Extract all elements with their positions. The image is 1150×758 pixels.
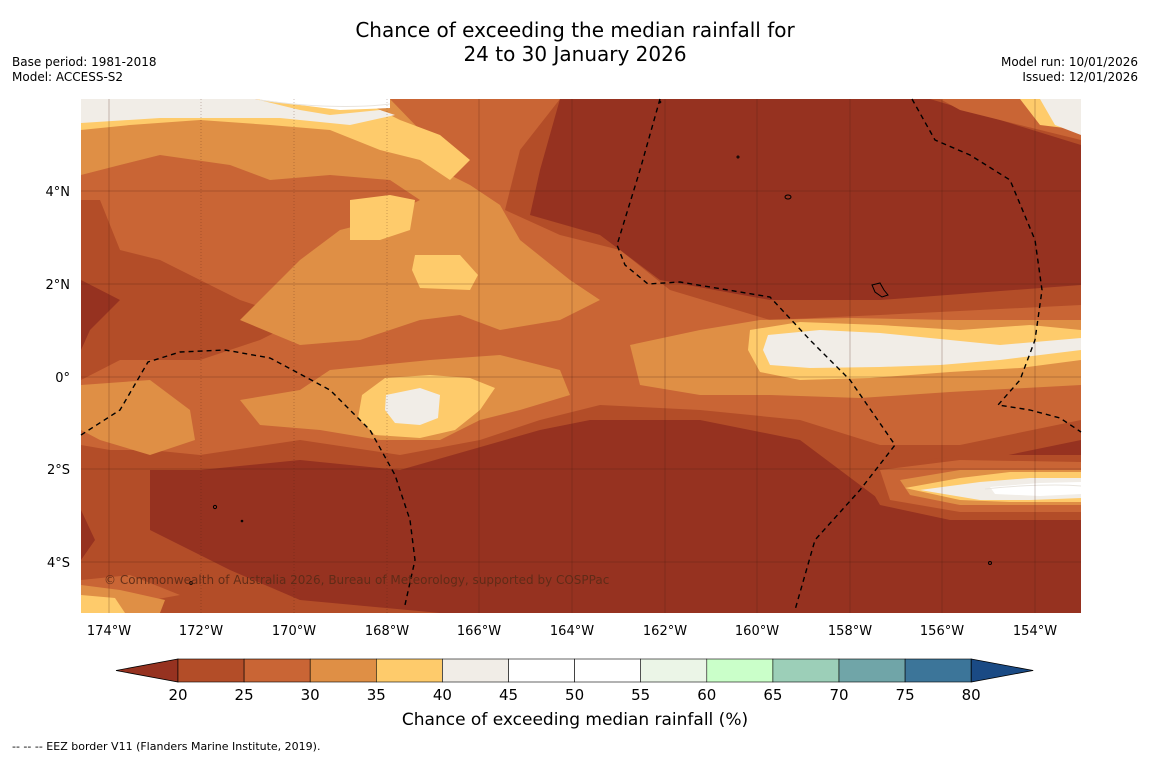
- colorbar-tick-label: 50: [565, 686, 584, 704]
- copyright-text: © Commonwealth of Australia 2026, Bureau…: [104, 573, 609, 587]
- eez-borders: [80, 98, 1082, 611]
- colorbar-segment: [177, 658, 245, 683]
- lat-tick-label: 2°S: [47, 463, 70, 478]
- lon-tick-label: 156°W: [920, 624, 964, 639]
- lat-tick-label: 4°N: [46, 185, 71, 200]
- colorbar-segment: [574, 658, 641, 683]
- lon-tick-label: 174°W: [87, 624, 131, 639]
- colorbar-tick-label: 40: [433, 686, 452, 704]
- colorbar-tick-label: 20: [168, 686, 187, 704]
- colorbar-tick-label: 60: [697, 686, 716, 704]
- colorbar-segment: [904, 658, 972, 683]
- colorbar-label: Chance of exceeding median rainfall (%): [401, 710, 749, 730]
- colorbar-segment: [309, 658, 377, 683]
- colorbar-tick-label: 80: [962, 686, 981, 704]
- colorbar-segment: [772, 658, 840, 683]
- lon-tick-label: 162°W: [643, 624, 687, 639]
- title-line-2: 24 to 30 January 2026: [463, 42, 687, 66]
- colorbar-tick-label: 70: [829, 686, 848, 704]
- eez-footnote: -- -- -- EEZ border V11 (Flanders Marine…: [12, 740, 321, 753]
- colorbar-tick-label: 45: [499, 686, 518, 704]
- colorbar-segment: [640, 658, 708, 683]
- model-run: Model run: 10/01/2026: [1000, 55, 1138, 69]
- lon-tick-label: 164°W: [550, 624, 594, 639]
- graticule: [81, 99, 1081, 613]
- colorbar-extend-high: [970, 658, 1034, 683]
- colorbar-segment: [243, 658, 311, 683]
- colorbar-tick-label: 25: [235, 686, 254, 704]
- islands: [189, 100, 992, 585]
- model-name: Model: ACCESS-S2: [12, 70, 124, 84]
- colorbar-segment: [442, 658, 509, 683]
- lon-tick-label: 168°W: [365, 624, 409, 639]
- colorbar-tick-label: 35: [367, 686, 386, 704]
- lon-tick-label: 166°W: [457, 624, 501, 639]
- lat-tick-label: 2°N: [46, 278, 71, 293]
- meta-left: Base period: 1981-2018 Model: ACCESS-S2: [12, 55, 157, 85]
- meta-right: Model run: 10/01/2026 Issued: 12/01/2026: [1001, 55, 1138, 85]
- base-period: Base period: 1981-2018: [12, 55, 157, 69]
- lon-tick-label: 160°W: [735, 624, 779, 639]
- rainfall-field: [81, 99, 1081, 613]
- colorbar-tick-label: 30: [301, 686, 320, 704]
- colorbar-segment: [706, 658, 774, 683]
- colorbar-tick-label: 65: [763, 686, 782, 704]
- colorbar-tick-label: 75: [896, 686, 915, 704]
- colorbar-tick-label: 55: [631, 686, 650, 704]
- colorbar-segment: [838, 658, 906, 683]
- lon-tick-label: 170°W: [272, 624, 316, 639]
- latitude-labels: 4°N 2°N 0° 2°S 4°S: [46, 185, 71, 571]
- title-line-1: Chance of exceeding the median rainfall …: [355, 18, 795, 42]
- colorbar-extend-low: [115, 658, 179, 683]
- map-title: Chance of exceeding the median rainfall …: [0, 18, 1150, 66]
- lon-tick-label: 154°W: [1013, 624, 1057, 639]
- lon-tick-label: 158°W: [828, 624, 872, 639]
- colorbar-segment: [508, 658, 575, 683]
- lon-tick-label: 172°W: [179, 624, 223, 639]
- lat-tick-label: 0°: [55, 371, 70, 386]
- lat-tick-label: 4°S: [47, 556, 70, 571]
- issued-date: Issued: 12/01/2026: [1022, 70, 1138, 84]
- longitude-labels: 174°W 172°W 170°W 168°W 166°W 164°W 162°W 160°W…: [87, 624, 1057, 639]
- colorbar-segment: [375, 658, 443, 683]
- colorbar: 20 25 30 35 40 45 50 55 60 65 70 75 80: [115, 658, 1034, 704]
